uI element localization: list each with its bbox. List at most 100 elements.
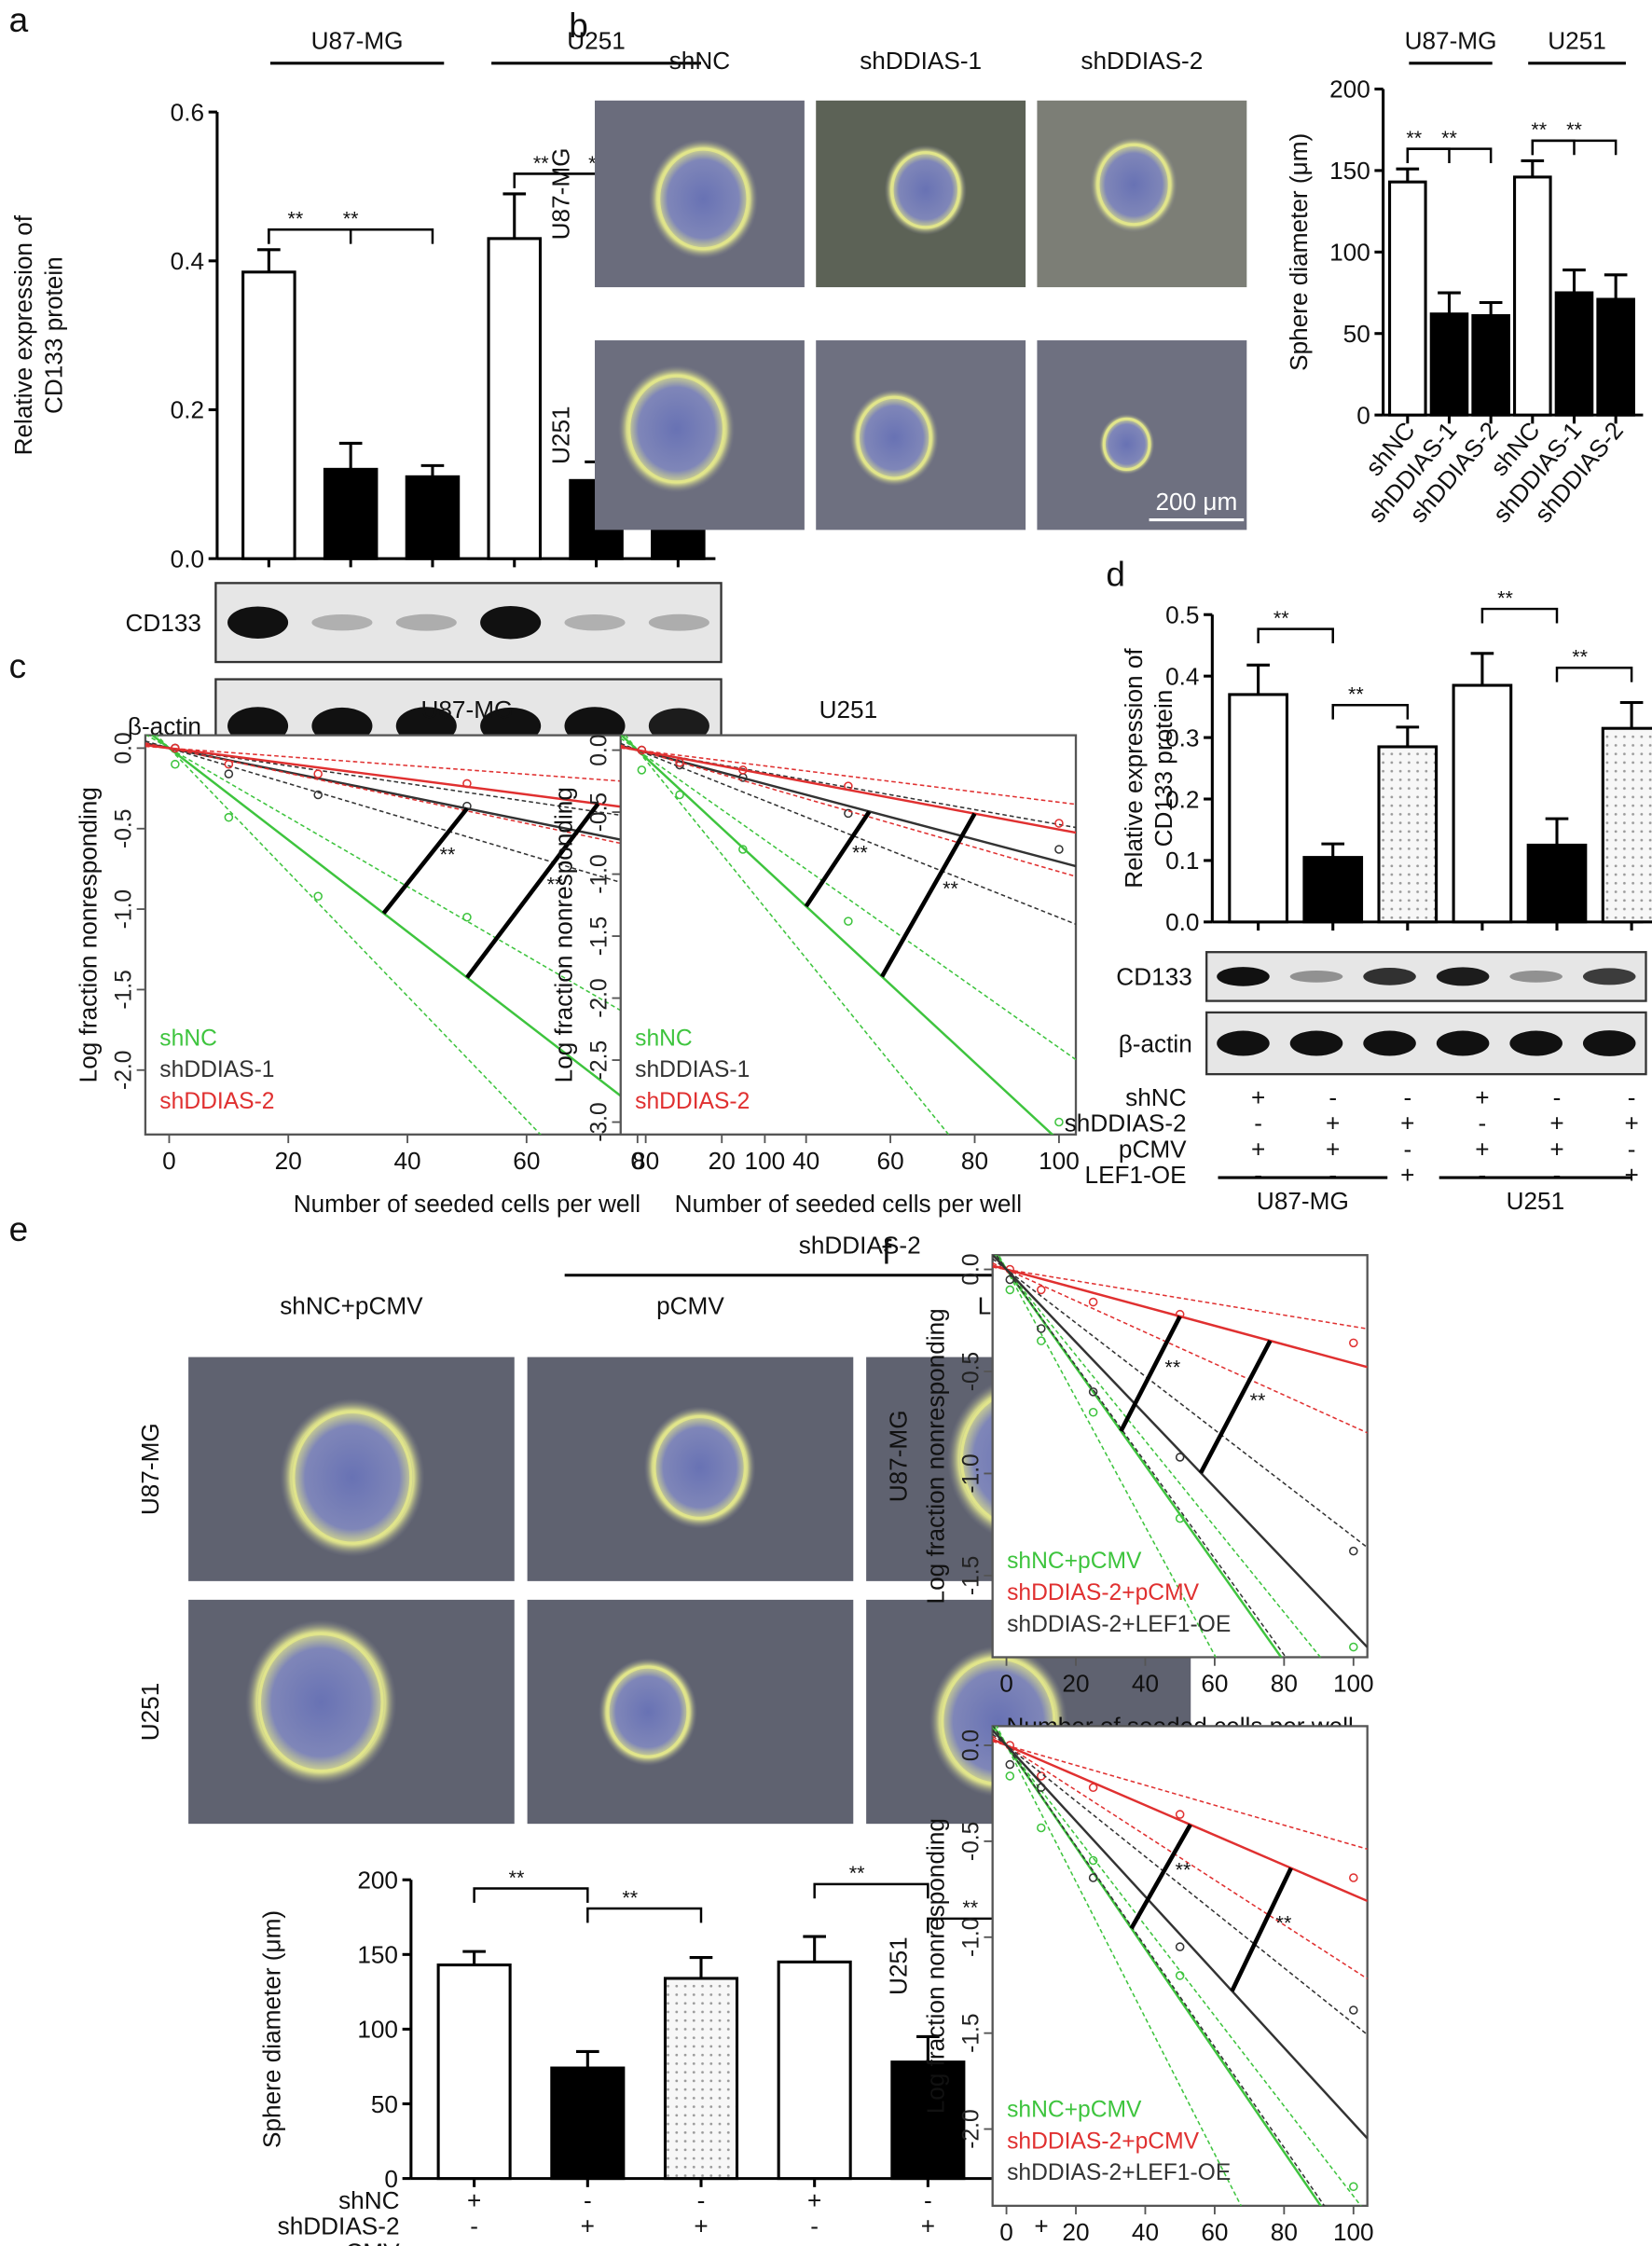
condition-label: shDDIAS-2 — [1065, 1109, 1187, 1137]
y-tick-label: 0.2 — [171, 396, 204, 424]
y-tick-label: 0.6 — [171, 98, 204, 126]
significance-bar — [1230, 1867, 1293, 1992]
y-tick-label: -0.5 — [112, 809, 137, 848]
data-point — [1037, 1285, 1046, 1295]
panel-b-bar-chart: 0 50 100 150 200 Sphere diameter (μm) ** ** ** **… — [1285, 26, 1644, 528]
x-tick-label: 20 — [275, 1147, 302, 1175]
plot-area — [620, 735, 1077, 1135]
significance-bar — [880, 812, 977, 978]
condition-mark: + — [1251, 1083, 1265, 1111]
legend-entry: shDDIAS-1 — [159, 1057, 274, 1082]
condition-label: pCMV — [332, 2238, 400, 2246]
significance-label: ** — [1497, 586, 1513, 609]
significance-bracket — [1531, 139, 1618, 156]
blot-band — [1582, 1030, 1636, 1056]
bar — [1452, 683, 1513, 924]
row-label: U87-MG — [546, 147, 574, 240]
y-tick-label: 0 — [384, 2165, 398, 2193]
data-point — [844, 916, 853, 926]
data-point — [1037, 1823, 1046, 1833]
significance-label: ** — [962, 1895, 978, 1919]
y-tick-label: -2.0 — [958, 2109, 984, 2148]
data-point — [1088, 1297, 1098, 1307]
significance-bracket — [1555, 666, 1633, 682]
significance-bar — [465, 802, 600, 979]
cell-sphere-edge — [653, 1415, 747, 1520]
condition-mark: + — [467, 2186, 481, 2214]
scale-bar-label: 200 μm — [1155, 488, 1237, 516]
condition-mark: - — [1553, 1161, 1562, 1189]
panel-label-c: c — [9, 647, 26, 685]
legend-entry: shDDIAS-2+LEF1-OE — [1007, 2160, 1231, 2185]
actin-blot-label: β-actin — [1119, 1029, 1192, 1057]
y-tick-label: -0.5 — [586, 792, 612, 832]
legend-entry: shDDIAS-2+LEF1-OE — [1007, 1612, 1231, 1637]
actin-blot-frame — [1205, 1011, 1647, 1076]
data-point — [1175, 1942, 1185, 1951]
data-point — [1349, 1642, 1358, 1652]
bar — [890, 2060, 966, 2181]
significance-bar — [1129, 1823, 1192, 1930]
condition-label: shDDIAS-2 — [278, 2212, 400, 2240]
ci-line — [992, 1262, 1368, 1434]
y-tick-label: 100 — [1329, 239, 1370, 267]
condition-mark: - — [584, 2186, 592, 2214]
significance-bar — [1198, 1339, 1273, 1474]
data-point — [1175, 1810, 1185, 1819]
blot-band — [1363, 968, 1416, 985]
significance-label: ** — [1276, 1911, 1292, 1935]
bar — [241, 270, 296, 560]
legend-entry: shDDIAS-2 — [159, 1089, 274, 1114]
blot-band — [311, 614, 373, 631]
group-label: U87-MG — [1405, 26, 1497, 54]
legend-entry: shNC+pCMV — [1007, 2097, 1142, 2122]
condition-mark: + — [921, 2212, 935, 2240]
cd133-blot-label: CD133 — [1116, 963, 1191, 991]
cell-sphere-edge — [292, 1410, 413, 1545]
condition-mark: + — [1400, 1161, 1414, 1189]
column-header: shNC — [669, 47, 730, 75]
y-axis-label: Log fraction nonresponding — [549, 787, 577, 1082]
cell-sphere — [849, 389, 939, 487]
significance-bracket — [268, 228, 352, 244]
condition-mark: - — [1628, 1083, 1636, 1111]
data-point — [1037, 1336, 1046, 1345]
data-point — [738, 845, 748, 854]
bar — [663, 1977, 739, 2181]
legend-entry: shDDIAS-2+pCMV — [1007, 2129, 1200, 2154]
condition-mark: + — [1326, 1135, 1340, 1163]
x-tick-label: 0 — [631, 1147, 645, 1175]
cell-sphere-edge — [257, 1632, 384, 1772]
condition-mark: - — [1038, 2238, 1046, 2246]
y-axis-label: CD133 protein — [1150, 690, 1177, 847]
blot-band — [1289, 971, 1343, 983]
legend-entry: shNC — [635, 1026, 693, 1051]
condition-mark: + — [1326, 1109, 1340, 1137]
y-axis-label: Log fraction nonresponding — [921, 1308, 949, 1604]
data-point — [1349, 1873, 1358, 1882]
bar — [550, 2066, 626, 2181]
y-tick-label: -1.5 — [112, 970, 137, 1009]
bar — [1601, 726, 1652, 924]
y-tick-label: 0.0 — [1165, 908, 1199, 936]
condition-mark: + — [581, 2212, 595, 2240]
bar — [1554, 291, 1594, 417]
data-point — [1088, 1783, 1098, 1793]
cd133-blot-label: CD133 — [126, 609, 201, 637]
condition-mark: + — [1251, 1135, 1265, 1163]
bar — [777, 1960, 852, 2181]
blot-band — [395, 613, 457, 631]
row-label: U251 — [884, 1936, 912, 1995]
data-point — [313, 891, 323, 902]
fit-line — [992, 1738, 1368, 1903]
y-tick-label: 0.0 — [171, 544, 204, 572]
column-header: shNC+pCMV — [280, 1291, 423, 1319]
ci-line — [992, 1735, 1368, 1980]
x-tick-label: 20 — [1062, 2218, 1089, 2246]
condition-mark: + — [467, 2238, 481, 2246]
bar — [1377, 745, 1439, 924]
bar — [1526, 843, 1588, 924]
ci-line — [996, 1726, 1243, 2206]
